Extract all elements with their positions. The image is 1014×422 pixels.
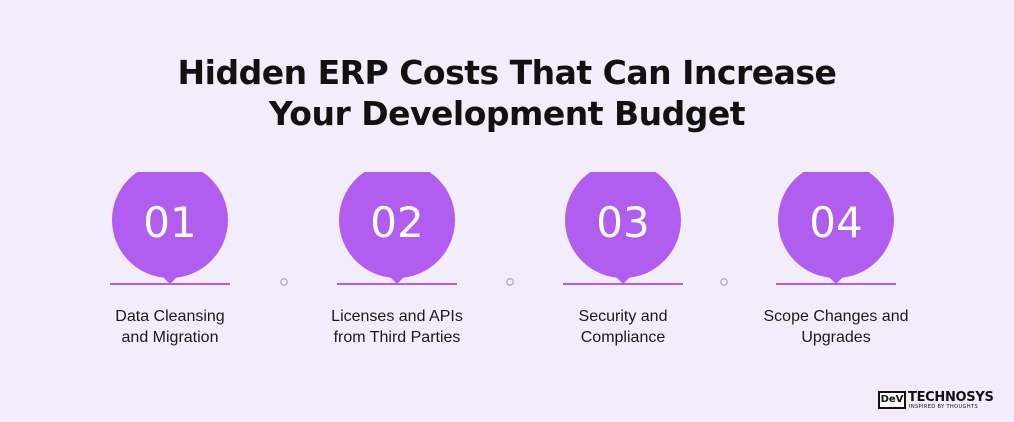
step-3-pointer [611, 272, 635, 284]
title-line-2: Your Development Budget [268, 94, 746, 133]
logo-mark: DeV [878, 391, 906, 409]
title-line-1: Hidden ERP Costs That Can Increase [177, 53, 837, 92]
step-4-pin: 04 [776, 172, 896, 292]
step-4-underline [776, 283, 896, 285]
step-2-label: Licenses and APIs from Third Parties [277, 306, 517, 348]
step-1-label: Data Cleansing and Migration [50, 306, 290, 348]
page-title: Hidden ERP Costs That Can Increase Your … [0, 52, 1014, 134]
step-1-underline [110, 283, 230, 285]
step-1-label-line-1: Data Cleansing [115, 308, 225, 325]
connector-dot-1 [280, 278, 288, 286]
step-1-label-line-2: and Migration [121, 329, 219, 346]
step-4-bubble [778, 172, 894, 278]
step-4-pointer [824, 272, 848, 284]
step-1-pointer [158, 272, 182, 284]
step-3-underline [563, 283, 683, 285]
logo-name: TECHNOSYS [908, 390, 994, 405]
logo-tagline: INSPIRED BY THOUGHTS [909, 404, 979, 410]
step-3-pin: 03 [563, 172, 683, 292]
step-2-number: 02 [370, 198, 424, 247]
step-4-label: Scope Changes and Upgrades [716, 306, 956, 348]
step-2-bubble [339, 172, 455, 278]
connector-dot-2 [506, 278, 514, 286]
step-2-label-line-2: from Third Parties [333, 329, 461, 346]
step-3-bubble [565, 172, 681, 278]
step-3-label-line-2: Compliance [580, 329, 666, 346]
step-1-number: 01 [143, 198, 197, 247]
step-2-underline [337, 283, 457, 285]
step-1-bubble [112, 172, 228, 278]
step-2-pointer [385, 272, 409, 284]
connector-dot-3 [720, 278, 728, 286]
step-4-label-line-1: Scope Changes and [763, 308, 909, 325]
step-2-label-line-1: Licenses and APIs [331, 308, 463, 325]
step-3-label-line-1: Security and [578, 308, 668, 325]
step-2-pin: 02 [337, 172, 457, 292]
step-4-label-line-2: Upgrades [801, 329, 871, 346]
step-3-label: Security and Compliance [503, 306, 743, 348]
step-3-number: 03 [596, 198, 650, 247]
step-4-number: 04 [809, 198, 863, 247]
step-1-pin: 01 [110, 172, 230, 292]
